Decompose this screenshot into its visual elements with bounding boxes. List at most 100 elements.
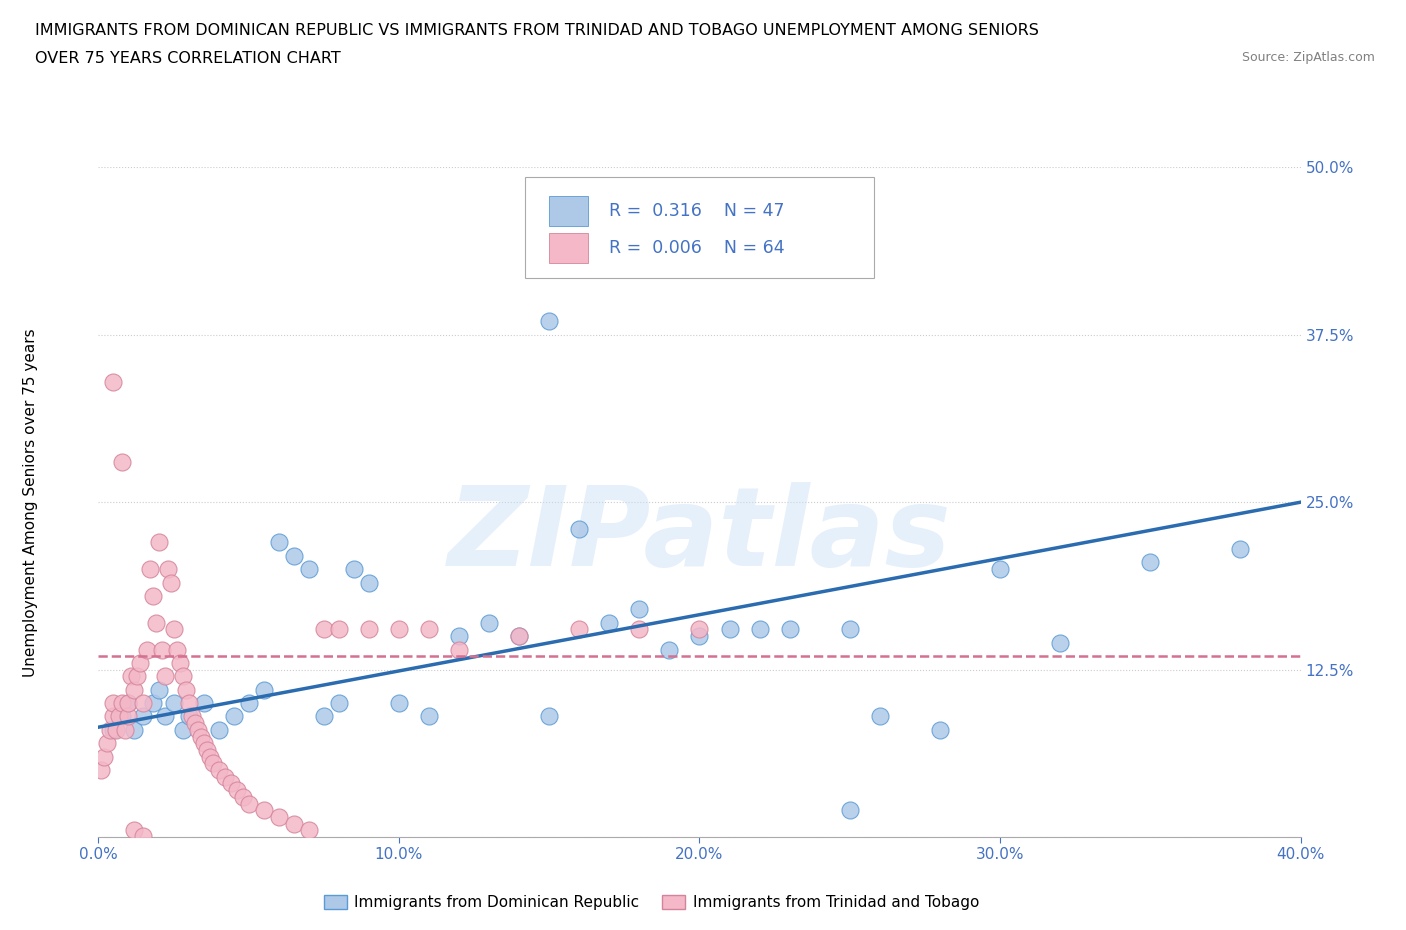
Point xyxy=(538,709,561,724)
Point xyxy=(174,683,197,698)
Point xyxy=(598,616,620,631)
Point xyxy=(208,763,231,777)
Point xyxy=(177,709,200,724)
Point xyxy=(238,796,260,811)
Point xyxy=(838,622,860,637)
Point xyxy=(232,790,254,804)
Point xyxy=(238,696,260,711)
Point xyxy=(343,562,366,577)
Point xyxy=(172,669,194,684)
Point xyxy=(148,683,170,698)
Point xyxy=(177,696,200,711)
Point xyxy=(201,756,224,771)
Point xyxy=(166,642,188,657)
Point xyxy=(312,709,335,724)
Point xyxy=(688,220,710,235)
Point xyxy=(214,769,236,784)
Point xyxy=(838,803,860,817)
Point xyxy=(103,709,125,724)
Text: R =  0.316    N = 47: R = 0.316 N = 47 xyxy=(609,202,785,219)
Point xyxy=(121,669,143,684)
Point xyxy=(100,723,122,737)
Point xyxy=(779,622,801,637)
Point xyxy=(869,709,891,724)
Point xyxy=(208,723,231,737)
Point xyxy=(418,709,440,724)
Point xyxy=(117,709,139,724)
Point xyxy=(508,629,530,644)
FancyBboxPatch shape xyxy=(526,178,873,278)
Point xyxy=(159,575,181,590)
Point xyxy=(219,776,242,790)
Point xyxy=(172,723,194,737)
Text: R =  0.006    N = 64: R = 0.006 N = 64 xyxy=(609,239,785,257)
Point xyxy=(193,696,215,711)
Point xyxy=(195,742,218,757)
Point xyxy=(135,642,157,657)
Point xyxy=(658,642,681,657)
Point xyxy=(357,575,380,590)
Text: OVER 75 YEARS CORRELATION CHART: OVER 75 YEARS CORRELATION CHART xyxy=(35,51,340,66)
Point xyxy=(190,729,212,744)
Point xyxy=(628,622,651,637)
Point xyxy=(225,783,247,798)
Point xyxy=(124,723,146,737)
Point xyxy=(388,622,411,637)
Legend: Immigrants from Dominican Republic, Immigrants from Trinidad and Tobago: Immigrants from Dominican Republic, Immi… xyxy=(318,889,986,916)
Point xyxy=(298,823,321,838)
Point xyxy=(105,723,128,737)
Point xyxy=(103,696,125,711)
Point xyxy=(253,683,276,698)
Point xyxy=(129,656,152,671)
Point xyxy=(111,709,134,724)
Text: Source: ZipAtlas.com: Source: ZipAtlas.com xyxy=(1241,51,1375,64)
Point xyxy=(688,629,710,644)
Point xyxy=(90,763,112,777)
Point xyxy=(508,629,530,644)
Text: Unemployment Among Seniors over 75 years: Unemployment Among Seniors over 75 years xyxy=(24,328,38,676)
Point xyxy=(117,696,139,711)
Point xyxy=(568,622,591,637)
Point xyxy=(148,535,170,550)
Point xyxy=(162,622,184,637)
Point xyxy=(141,696,163,711)
Point xyxy=(141,589,163,604)
Point xyxy=(748,622,770,637)
Point xyxy=(283,817,305,831)
Point xyxy=(538,314,561,329)
Point xyxy=(96,736,118,751)
Point xyxy=(145,616,167,631)
Point xyxy=(187,723,209,737)
Point xyxy=(328,622,350,637)
Point xyxy=(153,669,176,684)
Point xyxy=(180,709,202,724)
Point xyxy=(1229,541,1251,556)
Point xyxy=(628,602,651,617)
Point xyxy=(111,696,134,711)
Point xyxy=(138,562,160,577)
Point xyxy=(108,709,131,724)
Text: IMMIGRANTS FROM DOMINICAN REPUBLIC VS IMMIGRANTS FROM TRINIDAD AND TOBAGO UNEMPL: IMMIGRANTS FROM DOMINICAN REPUBLIC VS IM… xyxy=(35,23,1039,38)
Point xyxy=(267,535,290,550)
Point xyxy=(117,696,139,711)
Point xyxy=(478,616,501,631)
Point xyxy=(132,709,155,724)
Point xyxy=(283,549,305,564)
Point xyxy=(688,622,710,637)
Point xyxy=(253,803,276,817)
Point xyxy=(222,709,245,724)
Point xyxy=(111,455,134,470)
Point xyxy=(132,696,155,711)
Point xyxy=(447,629,470,644)
Point xyxy=(114,723,136,737)
Point xyxy=(124,823,146,838)
Point xyxy=(103,723,125,737)
Point xyxy=(169,656,191,671)
Point xyxy=(156,562,179,577)
Point xyxy=(988,562,1011,577)
Point xyxy=(127,669,149,684)
Point xyxy=(162,696,184,711)
Text: ZIPatlas: ZIPatlas xyxy=(447,482,952,590)
Point xyxy=(312,622,335,637)
Point xyxy=(568,522,591,537)
